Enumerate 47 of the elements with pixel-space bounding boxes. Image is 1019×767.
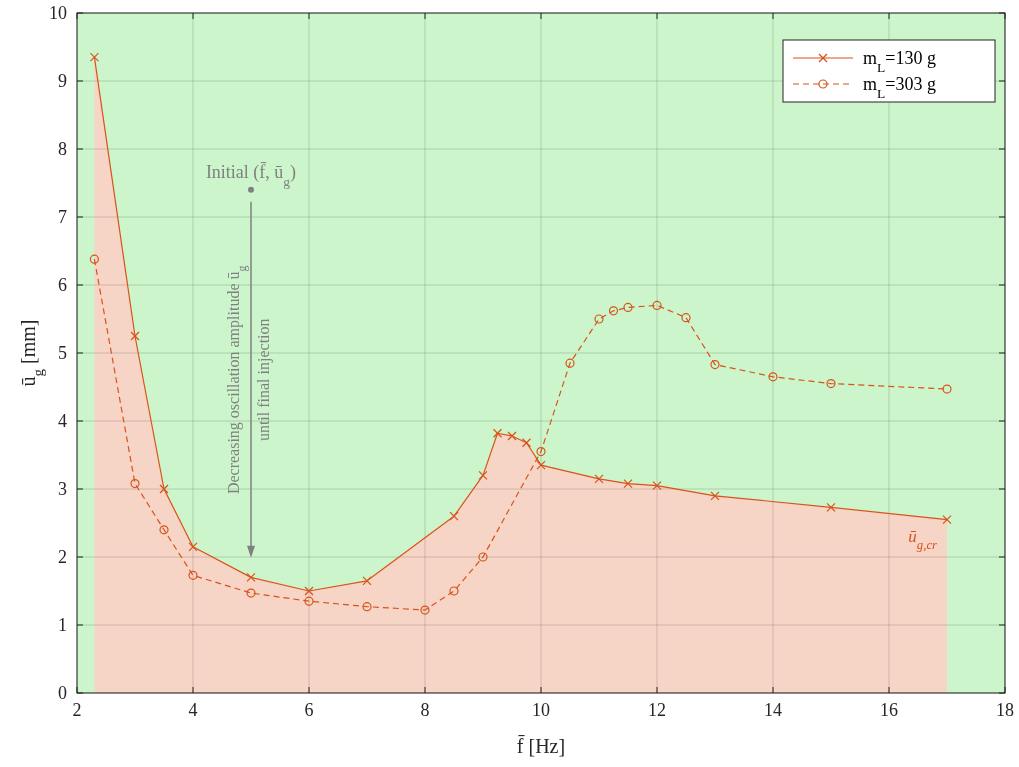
x-tick-label: 10	[532, 700, 550, 720]
y-tick-label: 8	[58, 139, 67, 159]
x-tick-label: 16	[880, 700, 898, 720]
point	[623, 302, 633, 313]
x-tick-label: 12	[648, 700, 666, 720]
annotation: until final injection	[255, 318, 273, 442]
x-axis-title: f̄ [Hz]	[516, 735, 566, 757]
x-tick-label: 6	[304, 700, 314, 720]
y-tick-label: 6	[58, 275, 67, 295]
y-tick-label: 0	[58, 683, 67, 703]
y-tick-label: 7	[58, 207, 67, 227]
point	[304, 596, 314, 606]
point	[710, 359, 720, 370]
point	[826, 379, 836, 389]
annotation: ū$_{g,cr}$	[908, 526, 938, 552]
point	[246, 588, 256, 598]
point	[89, 254, 99, 264]
annotation: Initial (f̄, ū$_{g}$)	[205, 161, 297, 189]
x-tick-label: 2	[72, 700, 82, 720]
y-tick-label: 4	[58, 411, 67, 431]
x-tick-label: 18	[996, 700, 1014, 720]
point	[362, 602, 372, 612]
point	[536, 447, 546, 457]
y-tick-label: 5	[58, 343, 67, 363]
x-tick-label: 8	[420, 700, 430, 720]
point	[449, 586, 459, 596]
x-tick-label: 4	[188, 700, 198, 720]
point	[608, 306, 619, 316]
point	[188, 570, 198, 580]
y-tick-label: 9	[58, 71, 67, 91]
point	[420, 605, 430, 615]
point	[159, 525, 169, 535]
y-tick-label: 2	[58, 547, 67, 567]
point	[942, 384, 952, 394]
point	[565, 358, 575, 368]
point	[478, 552, 488, 562]
point	[681, 313, 691, 323]
point	[594, 314, 604, 324]
legend-label: m$_{L}$=303 g	[863, 74, 936, 101]
point	[652, 300, 662, 310]
point	[130, 478, 140, 489]
x-tick-label: 14	[764, 700, 782, 720]
legend-label: m$_{L}$=130 g	[863, 48, 936, 75]
point	[768, 372, 778, 382]
y-tick-label: 3	[58, 479, 67, 499]
y-tick-label: 1	[58, 615, 67, 635]
y-tick-label: 10	[49, 3, 67, 23]
